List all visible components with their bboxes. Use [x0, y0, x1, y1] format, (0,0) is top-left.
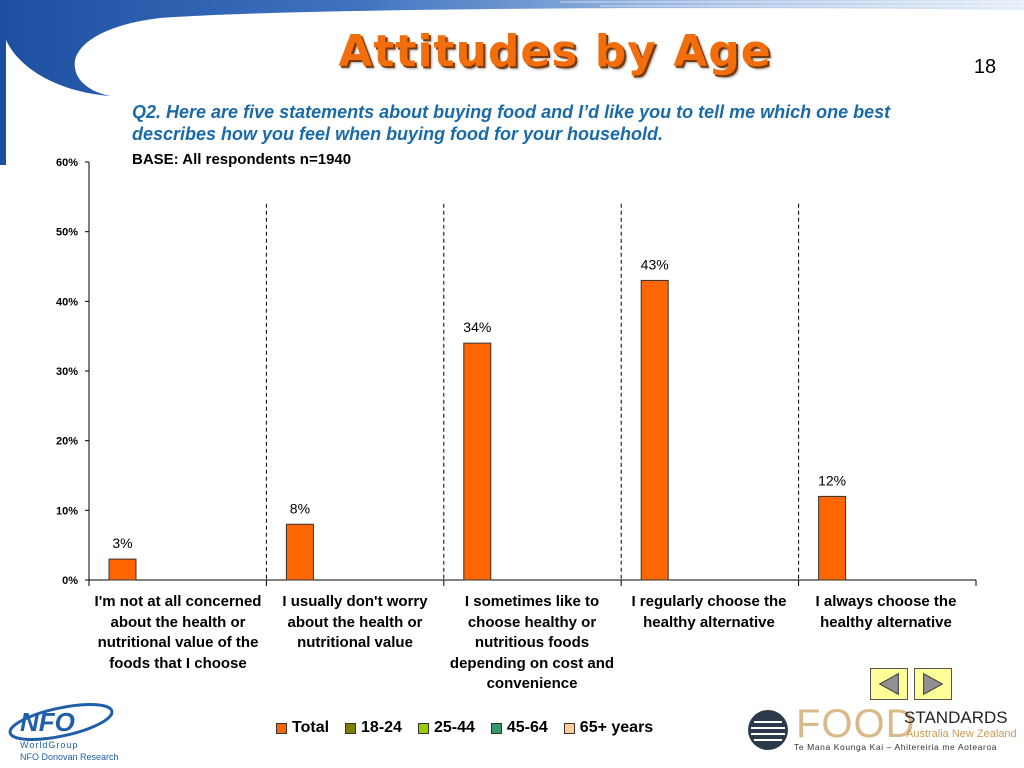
- triangle-left-icon: [878, 672, 899, 696]
- fs-food-text: FOOD: [796, 702, 916, 746]
- data-label: 43%: [641, 256, 669, 272]
- y-tick-label: 0%: [62, 575, 78, 587]
- nfo-logo-mark: NFO: [8, 703, 114, 741]
- category-label: I always choose the healthy alternative: [815, 593, 957, 631]
- legend-swatch: [417, 722, 429, 734]
- fs-maori-text: Te Mana Kounga Kai – Ahitereiria me Aote…: [794, 742, 998, 752]
- data-label: 3%: [112, 535, 132, 551]
- bar-total: [108, 558, 137, 581]
- legend-item: Total: [276, 719, 329, 737]
- y-tick-label: 50%: [56, 227, 78, 239]
- legend-swatch: [490, 722, 502, 734]
- slide-title: Attitudes by Age: [338, 26, 772, 77]
- bar-total: [818, 495, 847, 581]
- legend-label: 25-44: [433, 719, 475, 736]
- fs-region-text: Australia New Zealand: [906, 728, 1017, 740]
- data-label: 34%: [463, 319, 491, 335]
- nfo-donovan: NFO Donovan Research: [20, 752, 119, 762]
- food-standards-logo: FOOD STANDARDS Australia New Zealand Te …: [746, 702, 1022, 758]
- base-note: BASE: All respondents n=1940: [132, 151, 352, 168]
- legend-item: 25-44: [417, 719, 475, 737]
- nfo-logo-text: NFO: [20, 707, 75, 737]
- legend-label: 18-24: [361, 719, 402, 736]
- category-label: I'm not at all concerned about the healt…: [94, 593, 262, 672]
- category-label: I regularly choose the healthy alternati…: [631, 593, 787, 631]
- bar-total: [463, 342, 492, 581]
- legend-swatch: [276, 722, 287, 734]
- previous-slide-button[interactable]: [870, 668, 908, 700]
- legend-label: Total: [292, 719, 330, 736]
- next-slide-button[interactable]: [914, 668, 952, 700]
- page-number: 18: [973, 56, 997, 78]
- y-tick-label: 20%: [56, 436, 78, 448]
- question-text: Q2. Here are five statements about buyin…: [132, 102, 891, 144]
- y-tick-label: 10%: [56, 505, 78, 517]
- bar-total: [640, 279, 669, 581]
- category-label: I usually don't worry about the health o…: [282, 593, 428, 651]
- data-label: 12%: [818, 472, 846, 488]
- nfo-logo: NFO WorldGroup NFO Donovan Research: [6, 702, 146, 764]
- legend-swatch: [563, 722, 575, 734]
- bar-chart: 0% 10% 20% 30% 40% 50% 60% 3% 8% 34% 43% 12%: [56, 157, 977, 587]
- legend-label: 45-64: [506, 719, 548, 736]
- fs-standards-text: STANDARDS: [904, 708, 1008, 727]
- data-label: 8%: [290, 500, 310, 516]
- chart-legend: Total 18-24 25-44 45-64 65+ years: [276, 718, 669, 738]
- legend-item: 45-64: [490, 719, 548, 737]
- header-swoosh: [0, 0, 1024, 165]
- y-tick-label: 30%: [56, 366, 78, 378]
- legend-swatch: [345, 722, 357, 734]
- triangle-right-icon: [923, 672, 944, 696]
- y-tick-label: 60%: [56, 157, 78, 169]
- legend-item: 65+ years: [563, 719, 654, 737]
- y-tick-label: 40%: [56, 296, 78, 308]
- nfo-worldgroup: WorldGroup: [20, 740, 79, 750]
- legend-label: 65+ years: [579, 719, 654, 736]
- food-standards-emblem-icon: [748, 710, 788, 750]
- legend-item: 18-24: [345, 719, 402, 737]
- bar-total: [285, 523, 314, 581]
- category-label: I sometimes like to choose healthy or nu…: [449, 593, 615, 692]
